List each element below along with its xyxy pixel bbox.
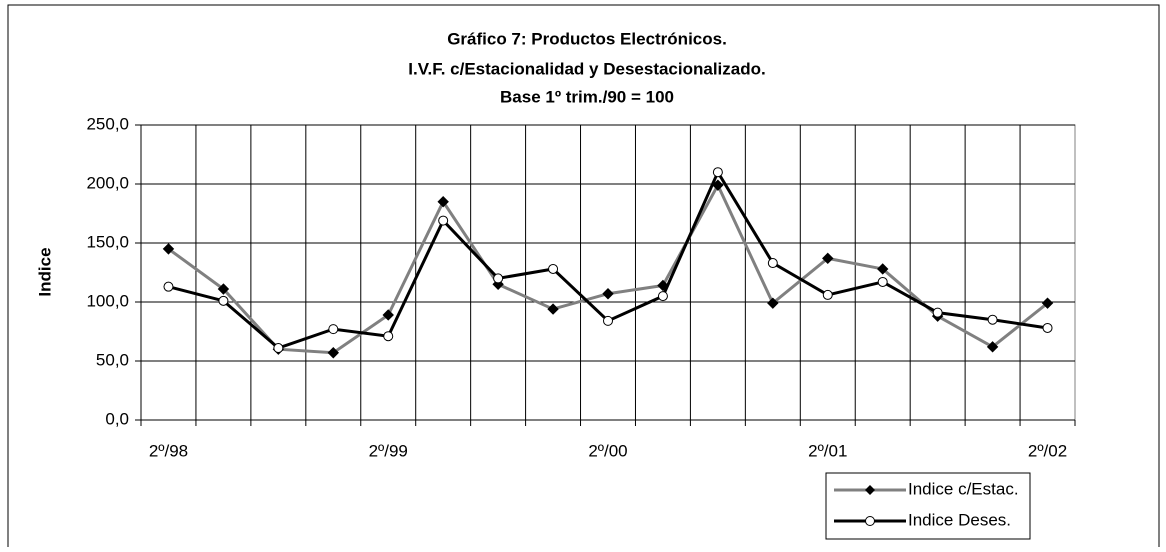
point xyxy=(217,283,230,295)
point xyxy=(438,215,449,226)
point xyxy=(1042,322,1053,333)
x-tick-label: 2º/98 xyxy=(149,441,188,460)
point xyxy=(876,263,889,275)
point xyxy=(218,295,229,306)
point xyxy=(822,252,834,265)
point xyxy=(328,324,339,335)
y-tick-label: 250,0 xyxy=(86,114,129,133)
y-tick-label: 0,0 xyxy=(105,409,129,428)
legend-label: Indice c/Estac. xyxy=(908,479,1019,498)
x-tick-label: 2º/00 xyxy=(588,441,627,460)
legend-label: Indice Deses. xyxy=(908,510,1011,529)
chart-title: I.V.F. c/Estacionalidad y Desestacionali… xyxy=(408,59,765,78)
y-tick-label: 200,0 xyxy=(86,173,129,192)
point xyxy=(712,167,723,178)
point xyxy=(602,288,614,300)
point xyxy=(273,343,284,354)
point xyxy=(822,289,833,300)
x-tick-label: 2º/01 xyxy=(808,441,847,460)
point xyxy=(987,314,998,325)
point xyxy=(986,341,999,353)
point xyxy=(767,297,779,309)
point xyxy=(548,263,559,274)
y-axis-label: Indice xyxy=(35,247,54,296)
point xyxy=(932,307,943,318)
plot-area xyxy=(140,124,1076,421)
point xyxy=(603,315,613,326)
chart-title: Base 1º trim./90 = 100 xyxy=(500,87,674,106)
legend-marker xyxy=(865,516,875,526)
chart-title: Gráfico 7: Productos Electrónicos. xyxy=(447,29,727,48)
point xyxy=(712,179,724,191)
point xyxy=(547,303,559,315)
point xyxy=(877,276,888,287)
point xyxy=(657,291,668,302)
point xyxy=(1041,297,1054,309)
x-tick-label: 2º/02 xyxy=(1028,441,1067,460)
point xyxy=(162,243,175,255)
point xyxy=(163,281,174,292)
point xyxy=(767,258,778,269)
point xyxy=(327,347,340,359)
point xyxy=(437,195,449,208)
legend-box xyxy=(825,472,1031,540)
point xyxy=(382,309,394,321)
y-tick-label: 100,0 xyxy=(86,291,129,310)
y-tick-label: 50,0 xyxy=(96,350,129,369)
legend-marker xyxy=(865,485,875,495)
point xyxy=(383,331,394,342)
x-tick-label: 2º/99 xyxy=(369,441,408,460)
point xyxy=(493,273,504,284)
y-tick-label: 150,0 xyxy=(86,232,129,251)
